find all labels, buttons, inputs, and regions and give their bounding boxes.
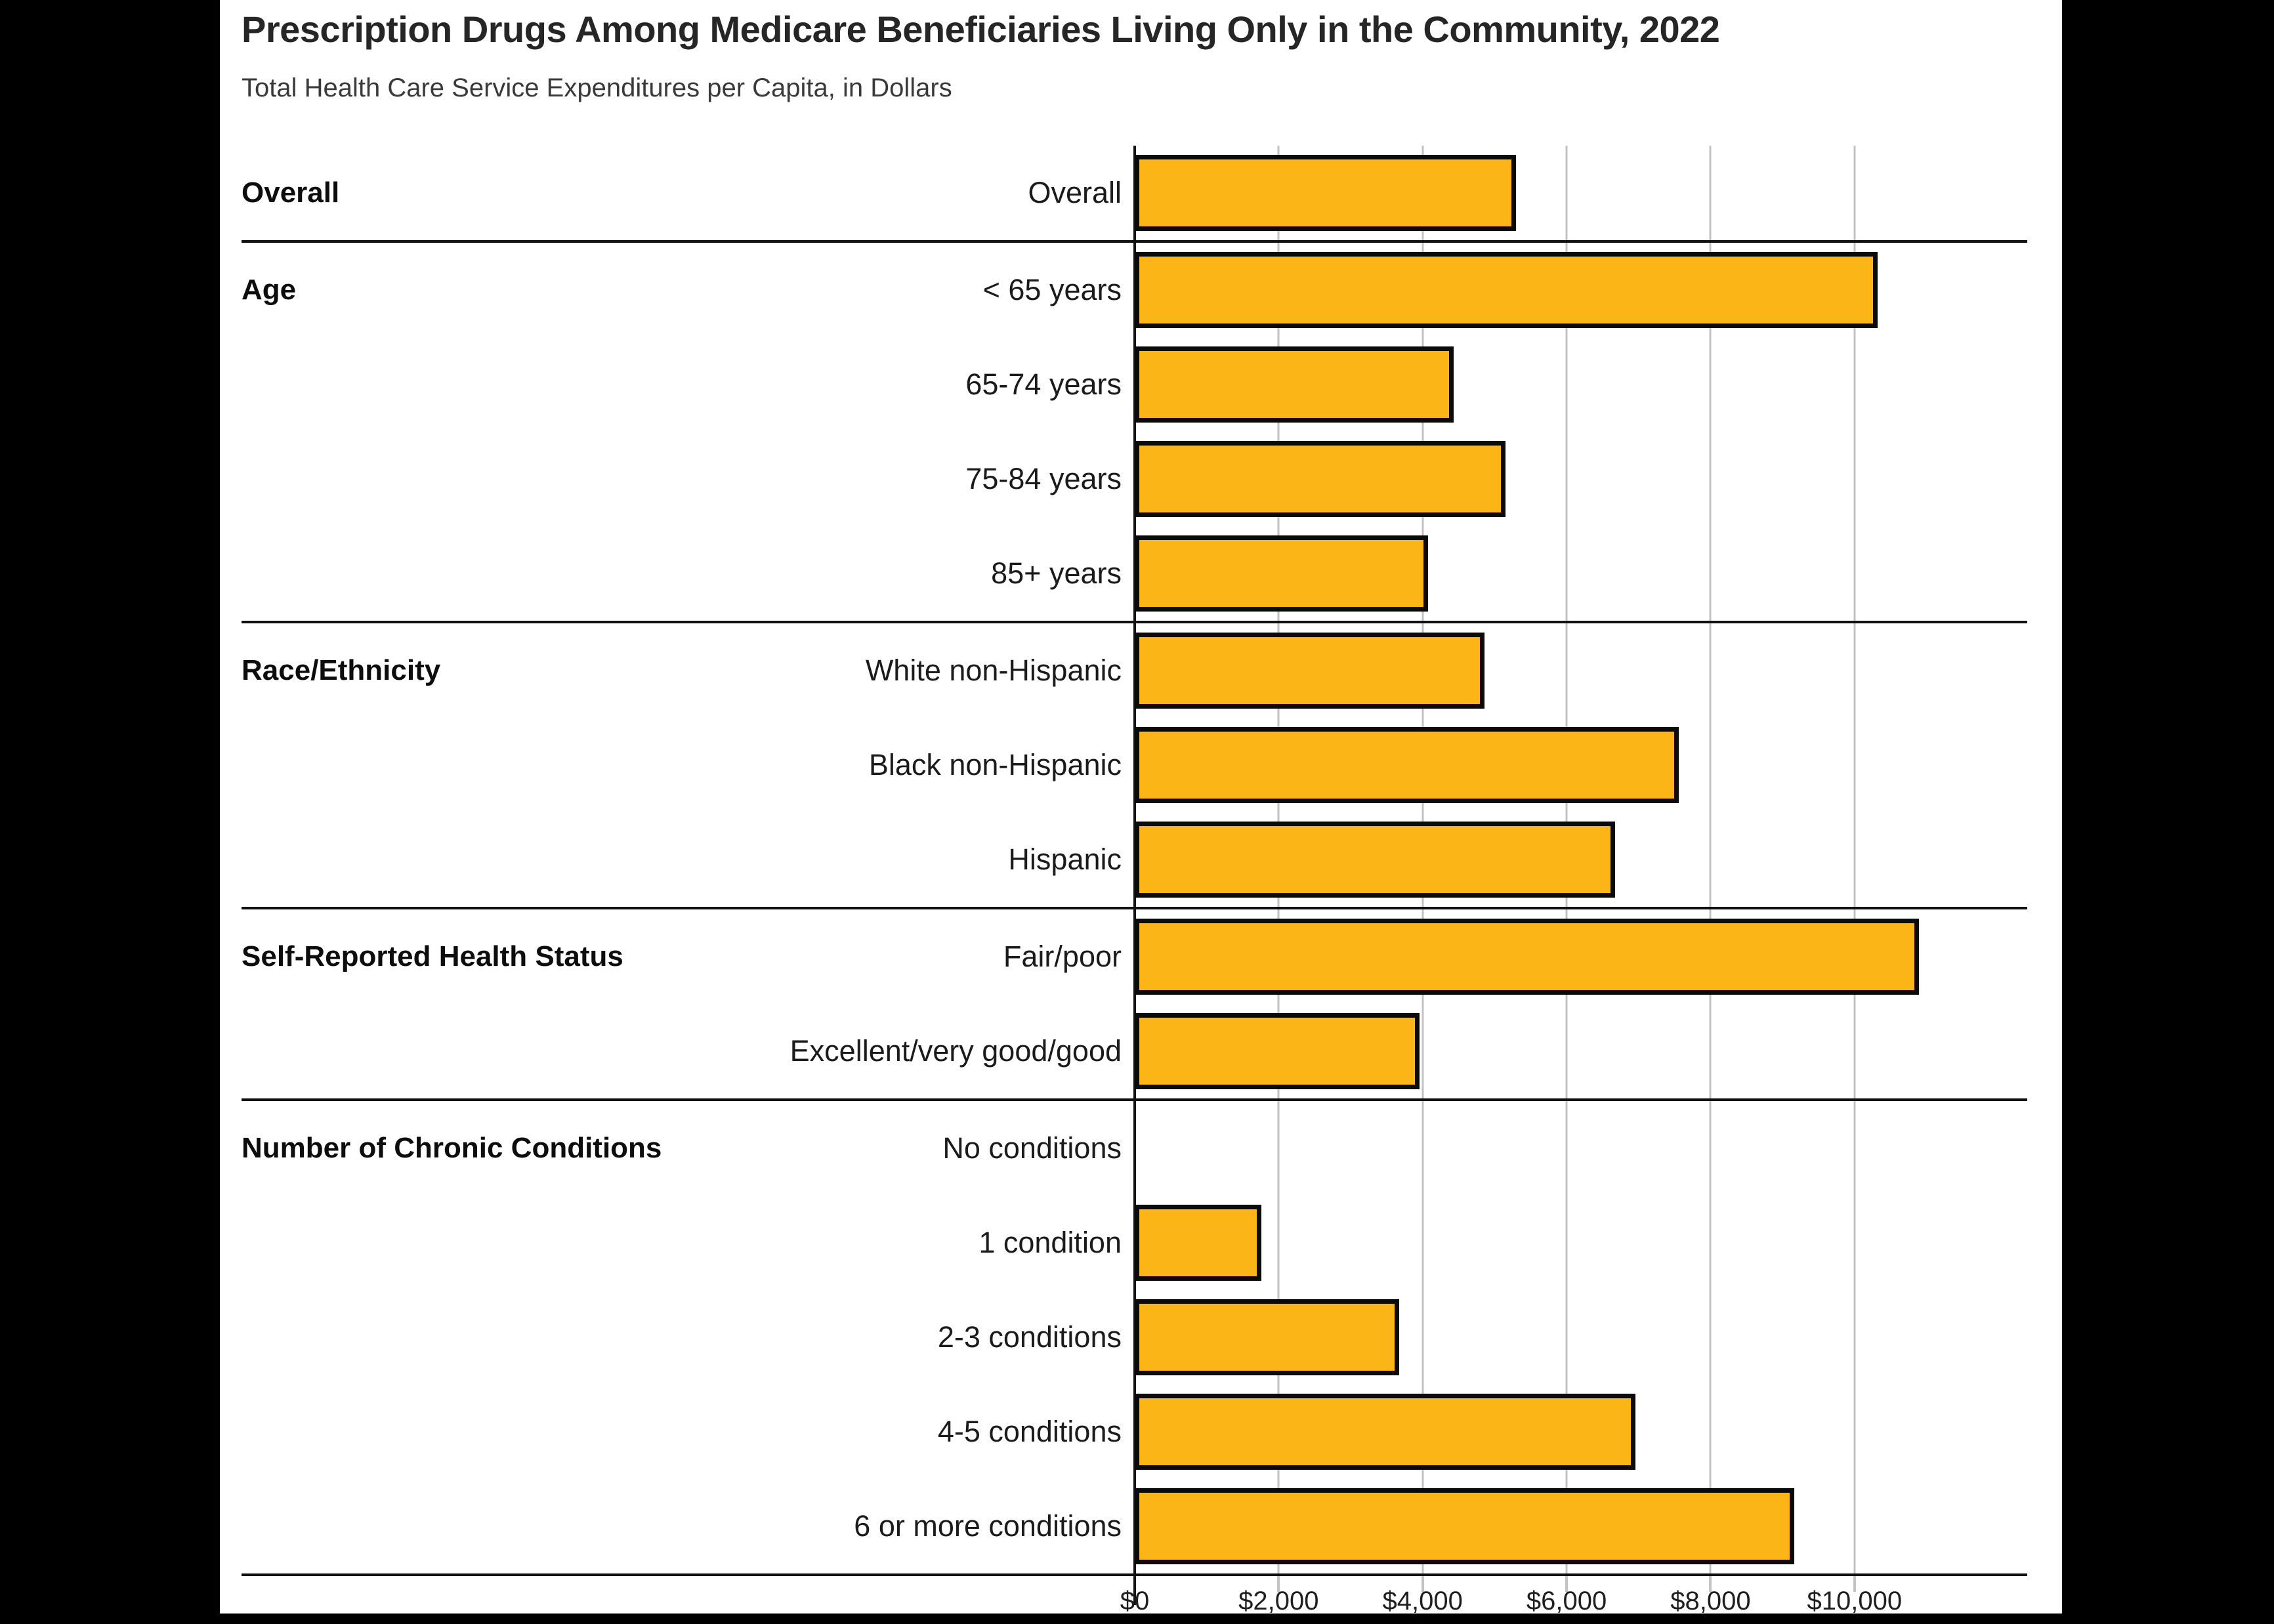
row-label: Black non-Hispanic (868, 748, 1122, 781)
chart-subtitle: Total Health Care Service Expenditures p… (242, 73, 952, 102)
bar (1135, 1394, 1636, 1470)
bar-track (1135, 1101, 2027, 1196)
bar (1135, 1013, 1420, 1089)
bar (1135, 535, 1429, 612)
chart-row: 1 condition (242, 1196, 2027, 1290)
section-label: Age (242, 274, 297, 306)
row-label: Fair/poor (1003, 940, 1122, 973)
section-label: Overall (242, 177, 340, 209)
bar (1135, 919, 1920, 995)
chart-title: Prescription Drugs Among Medicare Benefi… (242, 9, 1720, 50)
chart-row: Black non-Hispanic (242, 718, 2027, 812)
bar (1135, 727, 1679, 803)
x-tick-label: $8,000 (1670, 1587, 1751, 1615)
row-label: 1 condition (979, 1226, 1122, 1259)
row-label: 65-74 years (965, 367, 1122, 401)
chart-row: Overall Overall (242, 146, 2027, 240)
row-label: 4-5 conditions (937, 1415, 1122, 1448)
chart-row: Age < 65 years (242, 243, 2027, 337)
row-label: 75-84 years (965, 462, 1122, 495)
bar-track (1135, 526, 2027, 621)
chart-row: Race/Ethnicity White non-Hispanic (242, 623, 2027, 718)
row-label: Hispanic (1008, 843, 1122, 876)
gridline-8000 (1709, 146, 1712, 1576)
bar-track (1135, 1290, 2027, 1385)
bar (1135, 252, 1878, 328)
bar-track (1135, 1196, 2027, 1290)
row-label: Overall (1028, 176, 1122, 209)
bar-track (1135, 337, 2027, 432)
x-tick-label: $0 (1120, 1587, 1150, 1615)
section-label: Self-Reported Health Status (242, 940, 623, 972)
gridline-10000 (1853, 146, 1856, 1576)
chart-row: 85+ years (242, 526, 2027, 621)
bar (1135, 155, 1517, 231)
chart-sections: Overall Overall Age < 65 years 65-74 years 75… (242, 146, 2027, 1576)
x-tick-6000 (1565, 1576, 1569, 1592)
row-label: < 65 years (982, 273, 1122, 306)
section-2: Age < 65 years 65-74 years 75-84 years 85+ y… (242, 243, 2027, 623)
bar-track (1135, 243, 2027, 337)
bar (1135, 822, 1615, 898)
row-label: Excellent/very good/good (790, 1034, 1122, 1068)
row-label: White non-Hispanic (865, 654, 1122, 687)
section-label: Race/Ethnicity (242, 654, 441, 686)
bar (1135, 633, 1485, 709)
x-tick-label: $2,000 (1238, 1587, 1319, 1615)
bar-track (1135, 623, 2027, 718)
section-1: Overall Overall (242, 146, 2027, 243)
bar (1135, 1299, 1399, 1375)
chart-row: 2-3 conditions (242, 1290, 2027, 1385)
chart-row: 6 or more conditions (242, 1479, 2027, 1573)
bar (1135, 1488, 1794, 1564)
x-tick-8000 (1709, 1576, 1712, 1592)
chart-row: Number of Chronic Conditions No condition… (242, 1101, 2027, 1196)
chart-row: 65-74 years (242, 337, 2027, 432)
bar-track (1135, 146, 2027, 240)
section-4: Self-Reported Health Status Fair/poor Exce… (242, 909, 2027, 1101)
bar-track (1135, 718, 2027, 812)
chart-area: Overall Overall Age < 65 years 65-74 years 75… (242, 146, 2027, 1576)
section-label: Number of Chronic Conditions (242, 1132, 662, 1164)
x-tick-4000 (1421, 1576, 1424, 1592)
bar-track (1135, 909, 2027, 1004)
row-label: 85+ years (991, 556, 1122, 590)
chart-panel: Prescription Drugs Among Medicare Benefi… (220, 0, 2062, 1615)
x-tick-label: $10,000 (1807, 1587, 1903, 1615)
chart-row: 4-5 conditions (242, 1385, 2027, 1479)
section-3: Race/Ethnicity White non-Hispanic Black no… (242, 623, 2027, 909)
row-label: No conditions (942, 1131, 1122, 1165)
section-5: Number of Chronic Conditions No condition… (242, 1101, 2027, 1576)
x-tick-0 (1133, 1576, 1136, 1605)
bar-track (1135, 432, 2027, 526)
x-tick-2000 (1277, 1576, 1280, 1592)
bar-track (1135, 1479, 2027, 1573)
row-label: 6 or more conditions (854, 1509, 1122, 1543)
bar-track (1135, 812, 2027, 907)
x-tick-10000 (1853, 1576, 1856, 1592)
row-label: 2-3 conditions (937, 1320, 1122, 1354)
chart-row: Self-Reported Health Status Fair/poor (242, 909, 2027, 1004)
x-tick-label: $6,000 (1526, 1587, 1607, 1615)
chart-row: 75-84 years (242, 432, 2027, 526)
bar-track (1135, 1004, 2027, 1098)
chart-row: Excellent/very good/good (242, 1004, 2027, 1098)
bar (1135, 346, 1454, 423)
bar (1135, 441, 1505, 517)
bar-track (1135, 1385, 2027, 1479)
chart-row: Hispanic (242, 812, 2027, 907)
bar (1135, 1205, 1262, 1281)
x-tick-label: $4,000 (1382, 1587, 1463, 1615)
x-axis: $0 $2,000 $4,000 $6,000 $8,000 $10,000 (1120, 1576, 2027, 1615)
